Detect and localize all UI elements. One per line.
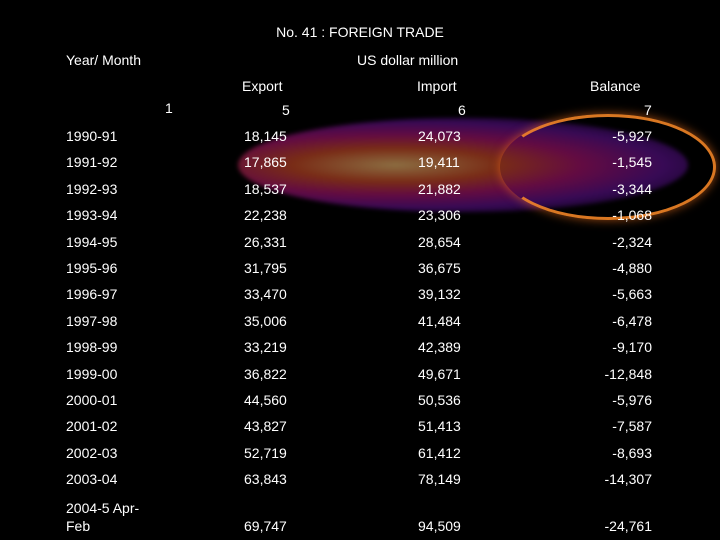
row-import: 21,882: [418, 181, 461, 197]
row-export: 18,537: [244, 181, 287, 197]
row-balance: -6,478: [612, 313, 652, 329]
row-export: 31,795: [244, 260, 287, 276]
row-import: 36,675: [418, 260, 461, 276]
row-import: 78,149: [418, 471, 461, 487]
row-year: 1997-98: [66, 313, 118, 329]
col-index-7: 7: [644, 102, 652, 118]
highlight-ring: [500, 114, 716, 220]
row-year: 1996-97: [66, 286, 118, 302]
row-export: 33,219: [244, 339, 287, 355]
row-export: 52,719: [244, 445, 287, 461]
header-import: Import: [417, 78, 457, 94]
table-title: No. 41 : FOREIGN TRADE: [276, 24, 444, 40]
row-balance: -5,663: [612, 286, 652, 302]
row-import: 51,413: [418, 418, 461, 434]
row-export: 43,827: [244, 418, 287, 434]
header-unit: US dollar million: [357, 52, 459, 68]
row-balance: -1,545: [612, 154, 652, 170]
row-year: 1993-94: [66, 207, 118, 223]
row-balance: -2,324: [612, 234, 652, 250]
row-year: 2000-01: [66, 392, 118, 408]
last-row-year-line2: Feb: [66, 518, 91, 534]
row-year: 1992-93: [66, 181, 118, 197]
last-row-balance: -24,761: [604, 518, 652, 534]
row-export: 33,470: [244, 286, 287, 302]
row-balance: -4,880: [612, 260, 652, 276]
row-balance: -7,587: [612, 418, 652, 434]
row-balance: -3,344: [612, 181, 652, 197]
row-balance: -5,976: [612, 392, 652, 408]
row-year: 2003-04: [66, 471, 118, 487]
last-row-year-line1: 2004-5 Apr-: [66, 500, 140, 516]
row-balance: -5,927: [612, 128, 652, 144]
row-year: 2002-03: [66, 445, 118, 461]
header-export: Export: [242, 78, 283, 94]
row-year: 1994-95: [66, 234, 118, 250]
row-import: 28,654: [418, 234, 461, 250]
row-import: 23,306: [418, 207, 461, 223]
row-export: 22,238: [244, 207, 287, 223]
row-export: 63,843: [244, 471, 287, 487]
row-export: 36,822: [244, 366, 287, 382]
row-import: 41,484: [418, 313, 461, 329]
row-export: 26,331: [244, 234, 287, 250]
last-row-import: 94,509: [418, 518, 461, 534]
row-import: 42,389: [418, 339, 461, 355]
row-balance: -9,170: [612, 339, 652, 355]
row-year: 1999-00: [66, 366, 118, 382]
row-balance: -1,068: [612, 207, 652, 223]
last-row-export: 69,747: [244, 518, 287, 534]
col-index-5: 5: [282, 102, 290, 118]
row-import: 50,536: [418, 392, 461, 408]
col-index-6: 6: [458, 102, 466, 118]
header-balance: Balance: [590, 78, 641, 94]
row-import: 24,073: [418, 128, 461, 144]
col-index-1: 1: [165, 100, 173, 116]
header-year-month: Year/ Month: [66, 52, 141, 68]
row-balance: -14,307: [604, 471, 652, 487]
row-import: 61,412: [418, 445, 461, 461]
row-import: 49,671: [418, 366, 461, 382]
row-year: 2001-02: [66, 418, 118, 434]
row-year: 1991-92: [66, 154, 118, 170]
row-balance: -12,848: [604, 366, 652, 382]
row-export: 44,560: [244, 392, 287, 408]
row-year: 1995-96: [66, 260, 118, 276]
row-import: 39,132: [418, 286, 461, 302]
row-export: 35,006: [244, 313, 287, 329]
row-balance: -8,693: [612, 445, 652, 461]
row-year: 1998-99: [66, 339, 118, 355]
row-export: 17,865: [244, 154, 287, 170]
row-import: 19,411: [418, 154, 460, 170]
row-export: 18,145: [244, 128, 287, 144]
row-year: 1990-91: [66, 128, 118, 144]
